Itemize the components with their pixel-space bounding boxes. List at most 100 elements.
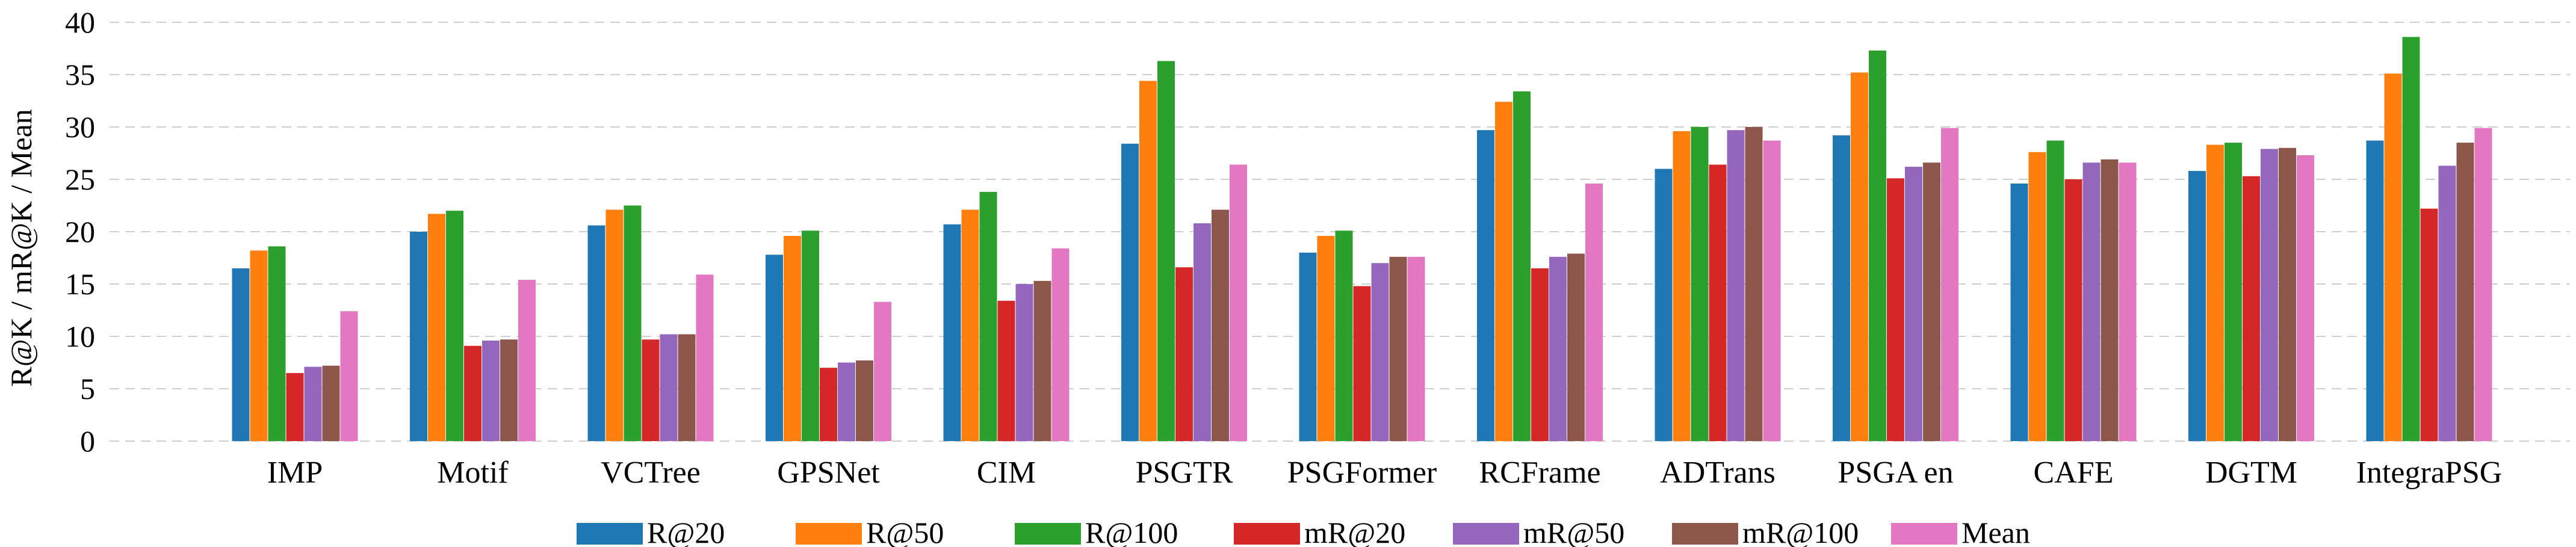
bar-r-at-20-imp: [232, 268, 250, 441]
bar-mr-at-20-adtrans: [1709, 164, 1727, 441]
legend-label: R@20: [647, 516, 725, 547]
y-tick-label: 20: [65, 215, 95, 249]
legend-label: R@50: [866, 516, 944, 547]
bar-mr-at-50-motif: [482, 341, 500, 441]
bar-r-at-50-cim: [961, 209, 979, 441]
y-tick-label: 25: [65, 162, 95, 196]
legend-swatch: [1891, 523, 1957, 545]
bar-mr-at-50-adtrans: [1727, 130, 1745, 441]
bar-r-at-100-cafe: [2046, 140, 2064, 441]
bar-mr-at-20-integrapsg: [2420, 208, 2438, 441]
bar-r-at-20-psga-en: [1833, 135, 1850, 441]
bar-mr-at-100-dgtm: [2279, 147, 2296, 442]
x-category-label: CAFE: [2034, 456, 2114, 490]
bar-mean-rcframe: [1585, 184, 1603, 441]
bar-r-at-20-cafe: [2010, 184, 2028, 441]
bar-mean-integrapsg: [2474, 128, 2492, 441]
bar-r-at-20-cim: [943, 224, 961, 441]
bar-mr-at-100-vctree: [678, 334, 696, 441]
bar-mr-at-20-motif: [464, 345, 481, 441]
bars: [232, 37, 2492, 442]
x-category-label: GPSNet: [777, 456, 880, 490]
bar-r-at-50-motif: [428, 214, 445, 441]
bar-mean-vctree: [696, 274, 714, 441]
bar-mr-at-100-psgformer: [1389, 256, 1407, 441]
legend-item: R@100: [1015, 516, 1178, 547]
bar-r-at-50-psga-en: [1851, 72, 1868, 441]
y-axis-title: R@K / mR@K / Mean: [4, 109, 38, 387]
bar-mean-psga-en: [1941, 128, 1958, 441]
bar-mr-at-20-cim: [997, 300, 1015, 441]
bar-r-at-20-psgtr: [1121, 143, 1139, 442]
bar-mr-at-100-cafe: [2101, 159, 2119, 441]
bar-mr-at-50-integrapsg: [2438, 165, 2456, 441]
bar-mr-at-100-gpsnet: [856, 360, 873, 441]
legend-item: R@50: [796, 516, 944, 547]
y-axis-ticks: 0 5 10 15 20 25 30 35 40: [65, 5, 95, 458]
bar-r-at-50-integrapsg: [2384, 73, 2402, 442]
legend-label: mR@50: [1523, 516, 1624, 547]
bar-mean-adtrans: [1763, 140, 1781, 441]
bar-r-at-50-rcframe: [1495, 102, 1512, 441]
bar-r-at-100-psgtr: [1157, 61, 1175, 441]
legend: R@20 R@50 R@100 mR@20 mR@50 mR@100 Mean: [577, 516, 2030, 547]
bar-r-at-100-rcframe: [1513, 91, 1531, 442]
bar-r-at-20-motif: [410, 232, 427, 441]
legend-swatch: [1015, 523, 1081, 545]
bar-r-at-50-psgformer: [1317, 236, 1335, 441]
x-axis-categories: IMP Motif VCTree GPSNet CIM PSGTR PSGFormer RCF…: [267, 456, 2503, 490]
bar-r-at-20-rcframe: [1477, 130, 1494, 441]
legend-swatch: [796, 523, 862, 545]
bar-r-at-50-vctree: [605, 209, 624, 441]
bar-r-at-100-integrapsg: [2402, 37, 2420, 441]
x-category-label: CIM: [977, 456, 1036, 490]
legend-swatch: [1672, 523, 1738, 545]
bar-mr-at-50-vctree: [660, 334, 678, 441]
x-category-label: VCTree: [601, 456, 701, 490]
legend-swatch: [577, 523, 643, 545]
bar-mean-gpsnet: [874, 301, 891, 441]
bar-r-at-20-gpsnet: [766, 255, 783, 441]
bar-r-at-20-integrapsg: [2366, 140, 2384, 441]
bar-mean-cafe: [2119, 162, 2137, 441]
legend-item: mR@20: [1234, 516, 1405, 547]
x-category-label: PSGA en: [1838, 456, 1953, 490]
bar-mr-at-20-gpsnet: [820, 368, 837, 441]
bar-mr-at-100-rcframe: [1567, 253, 1585, 441]
bar-mr-at-20-psgtr: [1175, 267, 1193, 441]
bar-mean-cim: [1051, 248, 1070, 441]
bar-r-at-100-vctree: [624, 205, 642, 441]
bar-mr-at-50-rcframe: [1549, 256, 1567, 441]
bar-mean-motif: [518, 280, 536, 441]
x-category-label: IntegraPSG: [2356, 456, 2503, 490]
x-category-label: ADTrans: [1660, 456, 1776, 490]
bar-mean-dgtm: [2297, 155, 2314, 441]
y-tick-label: 15: [65, 267, 95, 301]
bar-r-at-100-imp: [268, 246, 286, 441]
x-category-label: PSGFormer: [1287, 456, 1437, 490]
bar-r-at-50-adtrans: [1673, 131, 1691, 441]
y-tick-label: 10: [65, 320, 95, 353]
bar-mr-at-20-dgtm: [2243, 176, 2260, 441]
bar-r-at-100-psgformer: [1335, 230, 1353, 441]
bar-mr-at-50-psgtr: [1194, 223, 1211, 441]
bar-r-at-50-psgtr: [1139, 81, 1157, 441]
y-tick-label: 0: [80, 424, 95, 458]
bar-r-at-100-dgtm: [2225, 143, 2242, 441]
bar-mr-at-100-integrapsg: [2456, 143, 2474, 441]
legend-label: mR@20: [1304, 516, 1405, 547]
bar-mr-at-50-cim: [1015, 284, 1033, 441]
x-category-label: Motif: [437, 456, 509, 490]
bar-mr-at-50-cafe: [2082, 162, 2101, 441]
bar-mr-at-20-psga-en: [1887, 178, 1904, 441]
bar-r-at-100-psga-en: [1869, 51, 1886, 441]
bar-r-at-100-motif: [446, 211, 463, 441]
bar-mr-at-100-cim: [1033, 280, 1051, 441]
bar-mr-at-100-motif: [500, 339, 518, 441]
legend-label: mR@100: [1742, 516, 1859, 547]
bar-mr-at-20-cafe: [2064, 179, 2082, 441]
bar-mean-psgformer: [1407, 256, 1425, 441]
bar-r-at-50-dgtm: [2206, 144, 2224, 441]
bar-mr-at-50-psgformer: [1371, 263, 1389, 441]
